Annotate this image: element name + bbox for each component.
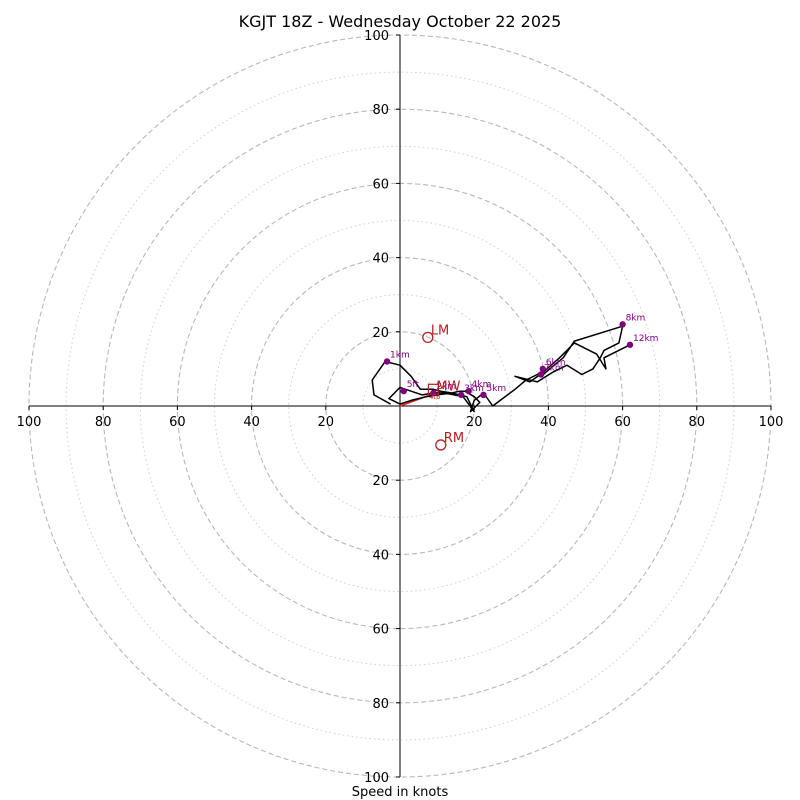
x-tick-label: 20: [318, 415, 335, 430]
height-marker-5ft: [400, 387, 407, 395]
y-tick-label: 60: [372, 177, 389, 192]
storm-motions: MW LM RM: [422, 323, 464, 451]
chart-title: KGJT 18Z - Wednesday October 22 2025: [239, 12, 562, 31]
shear-vector-label: 4t6: [429, 393, 441, 401]
height-marker-label-5km: 5km: [486, 384, 506, 394]
tick-labels: 100 100 80 80 60 60 40 40 20 20 20 20 40 40 60 60 80 80 10…: [17, 29, 784, 786]
height-marker-6km: [539, 365, 547, 373]
hodograph-trace: 4t6: [371, 325, 631, 413]
height-marker-7km: [537, 371, 545, 378]
y-tick-label: 100: [364, 771, 389, 786]
height-marker-label-8km: 8km: [626, 313, 646, 323]
height-marker-label-7km: 7km: [544, 363, 564, 373]
height-marker-3km: [458, 391, 465, 399]
mean-wind-marker: [427, 383, 439, 395]
height-marker-5km: [480, 391, 487, 399]
mean-wind-label: MW: [436, 379, 460, 394]
x-tick-label: 40: [243, 415, 260, 430]
x-tick-label: 100: [17, 415, 42, 430]
x-tick-label: 80: [689, 415, 706, 430]
height-marker-label-1km: 1km: [390, 350, 410, 360]
x-tick-label: 60: [169, 415, 186, 430]
y-tick-label: 60: [372, 623, 389, 638]
x-tick-label: 80: [95, 415, 112, 430]
x-tick-label: 40: [540, 415, 557, 430]
height-marker-8km: [619, 321, 626, 328]
y-tick-label: 20: [372, 326, 389, 341]
height-marker-label-4km: 4km: [472, 380, 492, 390]
storm-motion-label-lm: LM: [431, 323, 449, 338]
height-marker-label-3km: 3km: [464, 384, 484, 394]
height-marker-label-6km: 6km: [546, 358, 566, 368]
y-tick-label: 80: [372, 103, 389, 118]
height-marker-4km: [465, 387, 472, 395]
x-axis-label: Speed in knots: [352, 785, 449, 800]
height-marker-12km: [626, 341, 634, 348]
hodograph-line: [371, 325, 631, 413]
x-tick-label: 100: [759, 415, 784, 430]
storm-motion-marker-lm: [422, 331, 434, 344]
x-tick-label: 60: [614, 415, 631, 430]
height-marker-label-5ft: 5ft: [407, 380, 420, 390]
storm-motion-label-rm: RM: [444, 431, 464, 446]
y-tick-label: 40: [372, 252, 389, 267]
y-tick-label: 20: [372, 474, 389, 489]
y-tick-label: 40: [372, 548, 389, 563]
x-tick-label: 20: [466, 415, 483, 430]
height-marker-label-2km: 2km: [436, 382, 456, 392]
height-marker-label-12km: 12km: [633, 334, 658, 344]
y-tick-label: 100: [364, 29, 389, 44]
storm-motion-marker-rm: [435, 439, 447, 451]
height-marker-1km: [383, 358, 391, 365]
y-tick-label: 80: [372, 697, 389, 712]
